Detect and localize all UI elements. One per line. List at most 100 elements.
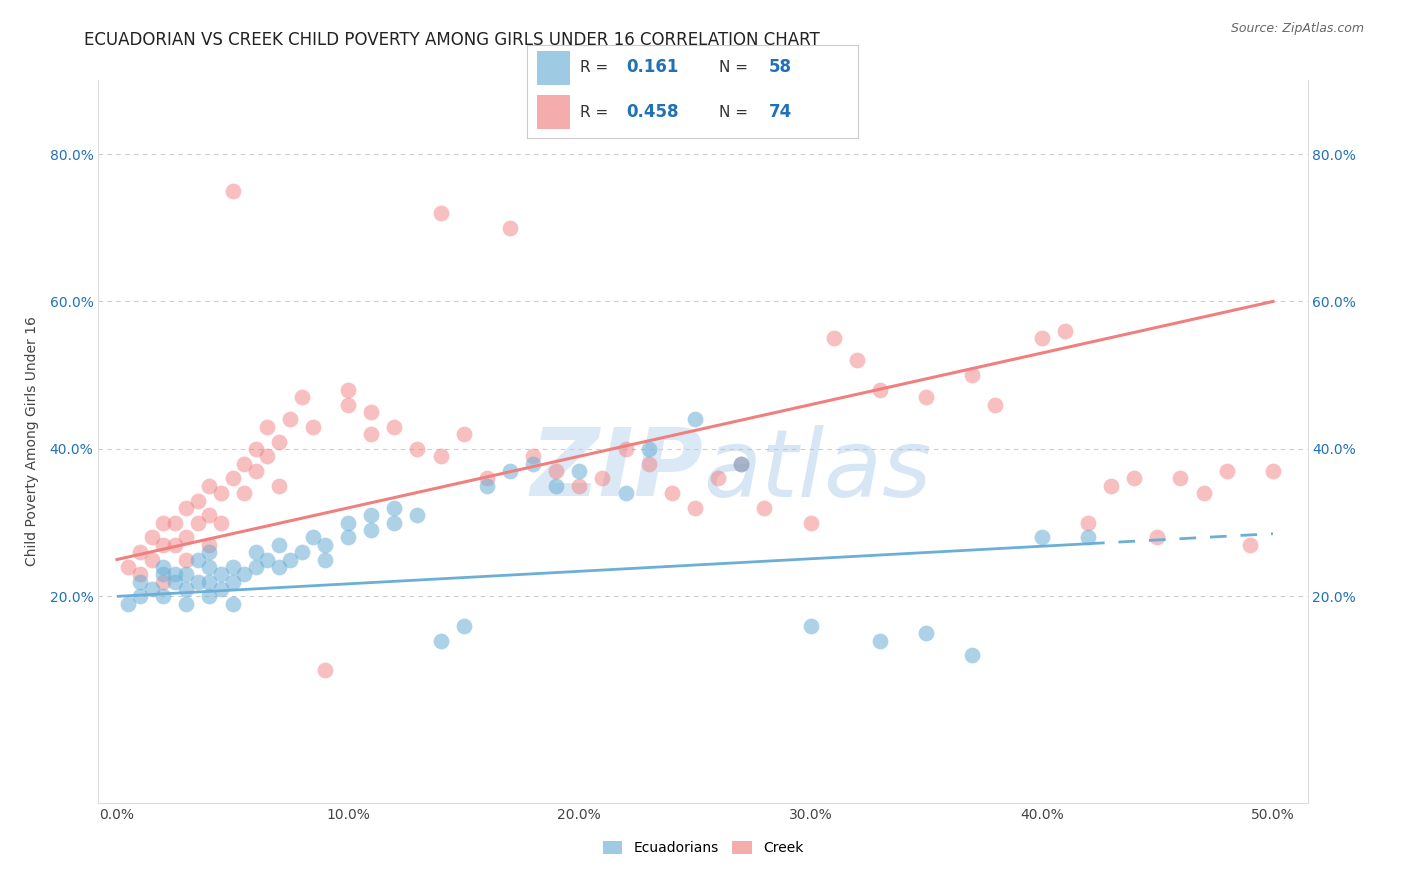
Point <box>499 220 522 235</box>
Point <box>141 552 163 566</box>
Point <box>915 390 938 404</box>
Point <box>1170 471 1192 485</box>
Point <box>187 552 209 566</box>
Point <box>152 516 174 530</box>
Text: R =: R = <box>581 60 613 75</box>
Point <box>256 552 278 566</box>
Point <box>1123 471 1146 485</box>
Point <box>337 398 360 412</box>
Point <box>869 633 891 648</box>
Point <box>278 552 301 566</box>
Text: N =: N = <box>718 60 752 75</box>
Point <box>1146 530 1168 544</box>
Point <box>683 500 706 515</box>
Point <box>209 516 232 530</box>
Point <box>198 508 221 523</box>
Point <box>302 530 325 544</box>
Point <box>267 434 290 449</box>
Point <box>221 560 243 574</box>
Point <box>1053 324 1076 338</box>
Point <box>174 567 197 582</box>
Point <box>221 574 243 589</box>
Point <box>221 597 243 611</box>
Point <box>174 552 197 566</box>
Point <box>129 574 152 589</box>
Point <box>187 574 209 589</box>
Point <box>522 457 544 471</box>
Point <box>360 427 382 442</box>
Text: 74: 74 <box>769 103 792 121</box>
Point <box>475 471 498 485</box>
Point <box>141 582 163 596</box>
Point <box>152 567 174 582</box>
Point <box>382 516 405 530</box>
Point <box>163 538 186 552</box>
Point <box>382 500 405 515</box>
Point <box>314 552 336 566</box>
Point <box>1099 479 1122 493</box>
Point <box>163 567 186 582</box>
Point <box>174 597 197 611</box>
Point <box>152 574 174 589</box>
Bar <box>537 51 571 85</box>
Point <box>314 663 336 677</box>
Point <box>152 590 174 604</box>
Text: 58: 58 <box>769 58 792 76</box>
Point <box>141 530 163 544</box>
Point <box>683 412 706 426</box>
Point <box>915 626 938 640</box>
Text: 0.161: 0.161 <box>627 58 679 76</box>
Point <box>453 619 475 633</box>
Point <box>1261 464 1284 478</box>
Point <box>1031 530 1053 544</box>
Point <box>233 486 256 500</box>
Point <box>429 206 451 220</box>
Point <box>730 457 752 471</box>
Point <box>754 500 776 515</box>
Point <box>117 560 139 574</box>
Text: Source: ZipAtlas.com: Source: ZipAtlas.com <box>1230 22 1364 36</box>
Point <box>1239 538 1261 552</box>
Point <box>1031 331 1053 345</box>
Point <box>429 450 451 464</box>
Text: R =: R = <box>581 104 613 120</box>
Point <box>1192 486 1215 500</box>
Point <box>962 368 984 383</box>
Point <box>245 464 267 478</box>
Text: 0.458: 0.458 <box>627 103 679 121</box>
Text: ECUADORIAN VS CREEK CHILD POVERTY AMONG GIRLS UNDER 16 CORRELATION CHART: ECUADORIAN VS CREEK CHILD POVERTY AMONG … <box>84 31 820 49</box>
Point <box>984 398 1007 412</box>
Point <box>337 383 360 397</box>
Point <box>245 442 267 456</box>
Point <box>209 486 232 500</box>
Point <box>707 471 730 485</box>
Point <box>360 523 382 537</box>
Point <box>614 486 637 500</box>
Point <box>314 538 336 552</box>
Text: atlas: atlas <box>703 425 931 516</box>
Point <box>198 560 221 574</box>
Text: N =: N = <box>718 104 752 120</box>
Point <box>799 516 821 530</box>
Point <box>568 479 591 493</box>
Point <box>1077 530 1099 544</box>
Point <box>198 479 221 493</box>
Point <box>637 442 659 456</box>
Point <box>233 567 256 582</box>
Point <box>337 516 360 530</box>
Point <box>129 590 152 604</box>
Point <box>499 464 522 478</box>
Point <box>869 383 891 397</box>
Text: ZIP: ZIP <box>530 425 703 516</box>
Point <box>302 419 325 434</box>
Point <box>1215 464 1237 478</box>
Point <box>360 405 382 419</box>
Point <box>637 457 659 471</box>
Point <box>823 331 845 345</box>
Bar <box>537 95 571 129</box>
Point <box>591 471 613 485</box>
Point <box>845 353 868 368</box>
Point <box>174 500 197 515</box>
Point <box>360 508 382 523</box>
Point <box>245 545 267 559</box>
